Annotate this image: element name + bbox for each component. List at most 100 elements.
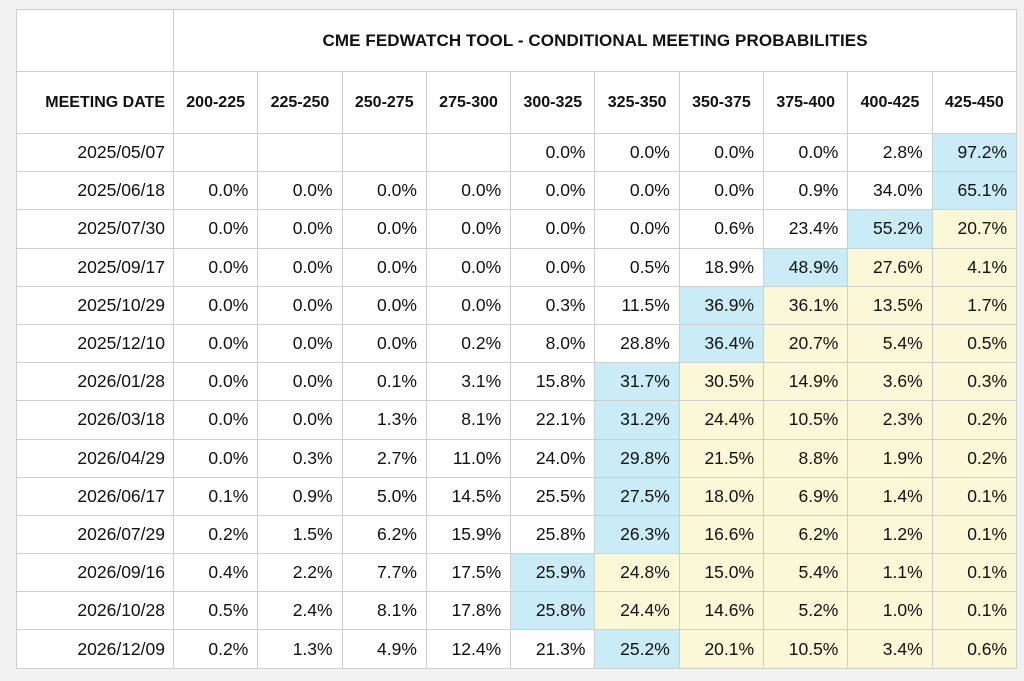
- probability-cell: 22.1%: [510, 400, 596, 440]
- probability-cell: 5.0%: [341, 476, 427, 516]
- probability-cell: 23.4%: [763, 209, 849, 249]
- probability-cell: 1.3%: [257, 629, 343, 669]
- range-header-400-425: 400-425: [847, 71, 933, 134]
- probability-cell: 3.4%: [847, 629, 933, 669]
- probability-cell: 0.0%: [172, 247, 259, 287]
- table-title: CME FEDWATCH TOOL - CONDITIONAL MEETING …: [172, 9, 1018, 72]
- probability-cell: 20.7%: [931, 209, 1018, 249]
- probability-cell: 14.5%: [425, 476, 512, 516]
- probability-cell: 14.9%: [763, 362, 849, 402]
- table-body: 2025/05/07 0.0% 0.0% 0.0% 0.0% 2.8% 97.2% 2025/…: [16, 132, 1018, 669]
- probability-cell: 15.8%: [510, 362, 596, 402]
- probability-cell: 0.2%: [931, 438, 1018, 478]
- probability-cell: 24.0%: [510, 438, 596, 478]
- table-row: 2026/01/28 0.0% 0.0% 0.1% 3.1% 15.8% 31.7% 30.5…: [16, 362, 1018, 402]
- probability-cell: 21.5%: [678, 438, 765, 478]
- range-header-275-300: 275-300: [425, 71, 512, 134]
- probability-cell: 6.2%: [763, 514, 849, 555]
- probability-cell: 0.9%: [763, 171, 849, 211]
- range-header-325-350: 325-350: [594, 71, 680, 134]
- meeting-date-cell: 2026/04/29: [16, 438, 174, 478]
- probability-cell: 0.0%: [341, 285, 427, 325]
- probability-cell: 2.3%: [847, 400, 933, 440]
- meeting-date-cell: 2026/12/09: [16, 629, 174, 669]
- probability-cell: 0.0%: [172, 323, 259, 364]
- probability-cell: 0.0%: [341, 323, 427, 364]
- probability-cell: 12.4%: [425, 629, 512, 669]
- probability-cell: 36.1%: [763, 285, 849, 325]
- meeting-date-cell: 2025/09/17: [16, 247, 174, 287]
- probability-cell: 7.7%: [341, 553, 427, 593]
- column-header-row: MEETING DATE 200-225 225-250 250-275 275-30…: [16, 71, 1018, 134]
- meeting-date-cell: 2026/01/28: [16, 362, 174, 402]
- probability-cell: 15.9%: [425, 514, 512, 555]
- probability-cell: 0.4%: [172, 553, 259, 593]
- probability-cell: 1.5%: [257, 514, 343, 555]
- probability-cell: 5.4%: [847, 323, 933, 364]
- probability-cell: 11.0%: [425, 438, 512, 478]
- table-row: 2026/06/17 0.1% 0.9% 5.0% 14.5% 25.5% 27.5% 18.…: [16, 476, 1018, 516]
- probability-cell: 25.8%: [510, 591, 596, 631]
- probability-cell: 55.2%: [847, 209, 933, 249]
- probability-cell: 0.0%: [341, 209, 427, 249]
- probability-cell: 1.0%: [847, 591, 933, 631]
- table-row: 2026/12/09 0.2% 1.3% 4.9% 12.4% 21.3% 25.2% 20.…: [16, 629, 1018, 669]
- probability-cell: 31.7%: [594, 362, 680, 402]
- probability-cell: 34.0%: [847, 171, 933, 211]
- probability-cell: 25.9%: [510, 553, 596, 593]
- probability-cell: 8.0%: [510, 323, 596, 364]
- meeting-date-cell: 2025/05/07: [16, 132, 174, 173]
- probability-cell: 20.1%: [678, 629, 765, 669]
- table-row: 2025/10/29 0.0% 0.0% 0.0% 0.0% 0.3% 11.5% 36.9%…: [16, 285, 1018, 325]
- probability-cell: 0.3%: [257, 438, 343, 478]
- meeting-date-cell: 2026/09/16: [16, 553, 174, 593]
- probability-cell: 1.9%: [847, 438, 933, 478]
- table-row: 2026/09/16 0.4% 2.2% 7.7% 17.5% 25.9% 24.8% 15.…: [16, 553, 1018, 593]
- probability-cell: 8.8%: [763, 438, 849, 478]
- table-row: 2026/04/29 0.0% 0.3% 2.7% 11.0% 24.0% 29.8% 21.…: [16, 438, 1018, 478]
- range-header-250-275: 250-275: [341, 71, 427, 134]
- table-row: 2025/05/07 0.0% 0.0% 0.0% 0.0% 2.8% 97.2%: [16, 132, 1018, 173]
- probability-cell: 0.0%: [172, 209, 259, 249]
- table-row: 2025/06/18 0.0% 0.0% 0.0% 0.0% 0.0% 0.0% 0.0% 0.…: [16, 171, 1018, 211]
- probability-cell: [341, 132, 427, 173]
- fedwatch-table-container: CME FEDWATCH TOOL - CONDITIONAL MEETING …: [16, 9, 1018, 669]
- probability-cell: 5.4%: [763, 553, 849, 593]
- table-row: 2025/07/30 0.0% 0.0% 0.0% 0.0% 0.0% 0.0% 0.6% 23…: [16, 209, 1018, 249]
- probability-cell: 0.0%: [341, 247, 427, 287]
- probability-cell: 13.5%: [847, 285, 933, 325]
- probability-cell: 0.0%: [172, 171, 259, 211]
- probability-cell: 0.0%: [257, 171, 343, 211]
- probability-cell: 0.0%: [257, 323, 343, 364]
- probability-cell: 0.9%: [257, 476, 343, 516]
- probability-cell: 0.0%: [257, 247, 343, 287]
- table-row: 2026/07/29 0.2% 1.5% 6.2% 15.9% 25.8% 26.3% 16.…: [16, 514, 1018, 555]
- probability-cell: 0.2%: [172, 629, 259, 669]
- probability-cell: 15.0%: [678, 553, 765, 593]
- probability-cell: 0.0%: [172, 285, 259, 325]
- probability-cell: 17.5%: [425, 553, 512, 593]
- probability-cell: 0.0%: [257, 400, 343, 440]
- probability-cell: 2.2%: [257, 553, 343, 593]
- probability-cell: 0.0%: [172, 362, 259, 402]
- probability-cell: 25.2%: [594, 629, 680, 669]
- table-row: 2026/10/28 0.5% 2.4% 8.1% 17.8% 25.8% 24.4% 14.…: [16, 591, 1018, 631]
- meeting-date-cell: 2026/06/17: [16, 476, 174, 516]
- probability-cell: 0.1%: [931, 514, 1018, 555]
- probability-cell: 0.0%: [172, 438, 259, 478]
- meeting-date-cell: 2025/10/29: [16, 285, 174, 325]
- range-header-225-250: 225-250: [257, 71, 343, 134]
- meeting-date-cell: 2025/07/30: [16, 209, 174, 249]
- probability-cell: 0.5%: [172, 591, 259, 631]
- probability-cell: 0.0%: [763, 132, 849, 173]
- range-header-425-450: 425-450: [931, 71, 1018, 134]
- range-header-350-375: 350-375: [678, 71, 765, 134]
- probability-cell: 24.8%: [594, 553, 680, 593]
- probability-cell: 3.1%: [425, 362, 512, 402]
- probability-cell: 0.0%: [341, 171, 427, 211]
- range-header-375-400: 375-400: [763, 71, 849, 134]
- probabilities-table: CME FEDWATCH TOOL - CONDITIONAL MEETING …: [16, 9, 1018, 669]
- probability-cell: 0.2%: [931, 400, 1018, 440]
- probability-cell: 2.7%: [341, 438, 427, 478]
- probability-cell: 28.8%: [594, 323, 680, 364]
